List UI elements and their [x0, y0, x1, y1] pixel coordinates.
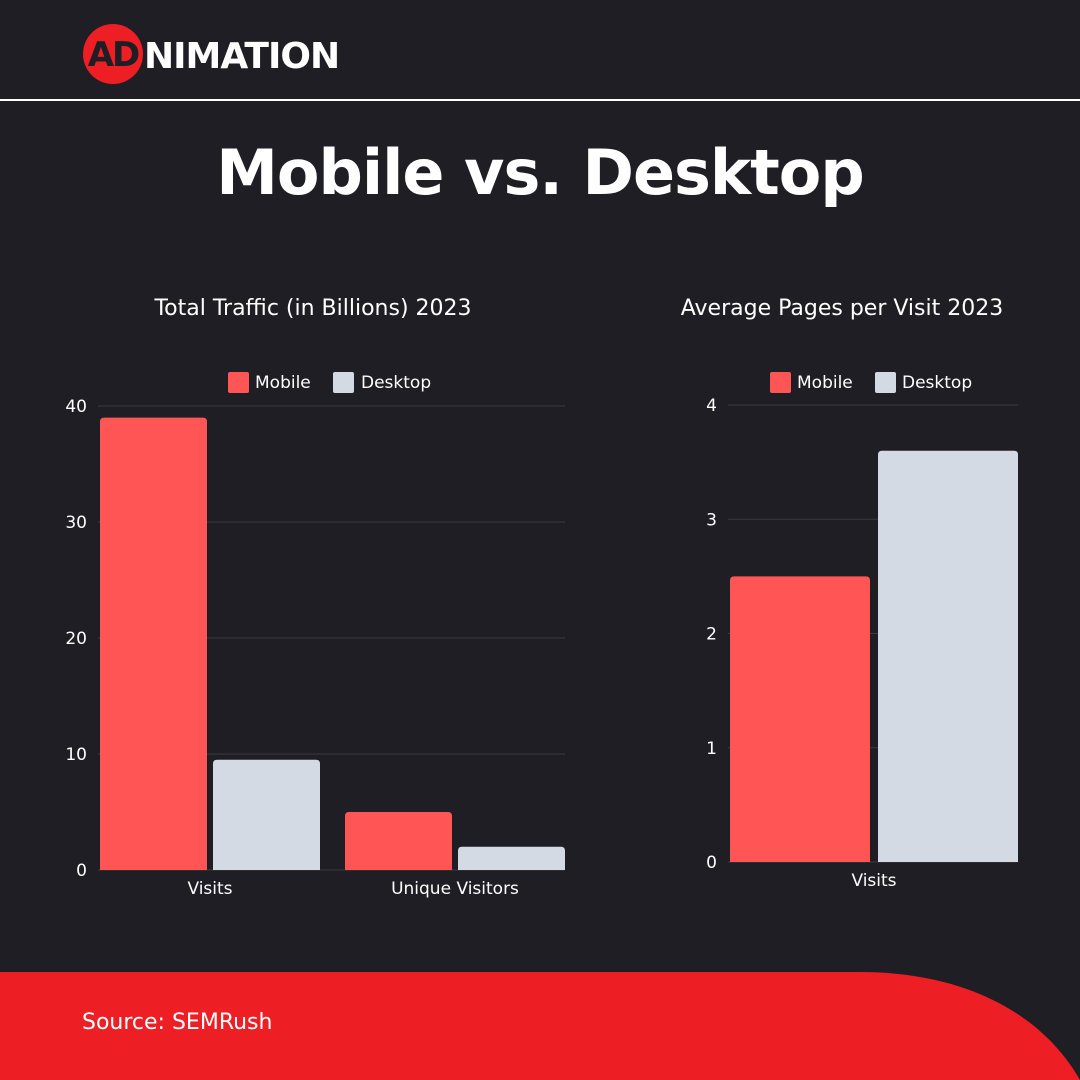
legend-swatch-mobile — [770, 372, 791, 393]
x-axis-categories: Visits — [851, 871, 896, 891]
y-tick-label: 1 — [706, 739, 717, 759]
y-tick-label: 3 — [706, 510, 717, 530]
x-category-label: Unique Visitors — [391, 879, 519, 899]
y-tick-label: 4 — [706, 396, 717, 416]
chart-legend: Mobile Desktop — [228, 372, 431, 393]
bar-desktop-visits — [878, 450, 1018, 862]
legend-label-mobile: Mobile — [797, 373, 853, 393]
legend-label-mobile: Mobile — [255, 373, 311, 393]
bar-desktop-visits — [213, 759, 320, 870]
y-axis-ticks: 0 1 2 3 4 — [706, 396, 717, 873]
legend-swatch-desktop — [333, 372, 354, 393]
bar-mobile-visits — [730, 576, 870, 862]
legend-swatch-mobile — [228, 372, 249, 393]
y-tick-label: 10 — [65, 745, 87, 765]
legend-swatch-desktop — [875, 372, 896, 393]
header-divider — [0, 99, 1080, 101]
logo-nimation-text: NIMATION — [144, 36, 339, 77]
y-tick-label: 2 — [706, 625, 717, 645]
adnimation-logo: AD NIMATION — [83, 24, 340, 84]
page-title: Mobile vs. Desktop — [216, 136, 865, 209]
x-axis-categories: Visits Unique Visitors — [187, 879, 519, 899]
y-tick-label: 0 — [76, 861, 87, 881]
footer-shape — [0, 972, 1080, 1080]
x-category-label: Visits — [187, 879, 232, 899]
chart-bars — [730, 450, 1018, 862]
logo-circle — [83, 24, 143, 84]
legend-label-desktop: Desktop — [902, 373, 972, 393]
x-category-label: Visits — [851, 871, 896, 891]
chart-bars — [100, 417, 565, 870]
legend-label-desktop: Desktop — [361, 373, 431, 393]
chart-title: Total Traffic (in Billions) 2023 — [153, 296, 471, 321]
y-tick-label: 0 — [706, 853, 717, 873]
y-tick-label: 30 — [65, 513, 87, 533]
bar-mobile-unique-visitors — [345, 812, 452, 870]
bar-mobile-visits — [100, 417, 207, 870]
chart-legend: Mobile Desktop — [770, 372, 972, 393]
chart-title: Average Pages per Visit 2023 — [681, 296, 1003, 321]
logo-ad-text: AD — [88, 35, 139, 75]
y-tick-label: 40 — [65, 397, 87, 417]
source-note: Source: SEMRush — [82, 1010, 273, 1035]
y-tick-label: 20 — [65, 629, 87, 649]
y-axis-ticks: 0 10 20 30 40 — [65, 397, 87, 881]
bar-desktop-unique-visitors — [458, 846, 565, 870]
